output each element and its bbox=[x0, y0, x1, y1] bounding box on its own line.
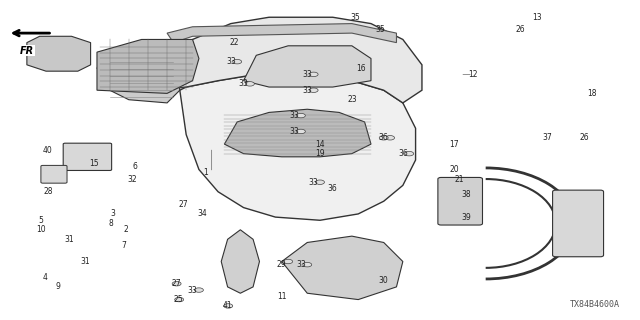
Circle shape bbox=[386, 136, 394, 140]
Text: 29: 29 bbox=[277, 260, 287, 269]
Text: 36: 36 bbox=[398, 149, 408, 158]
Text: 33: 33 bbox=[188, 285, 197, 295]
Polygon shape bbox=[225, 109, 371, 157]
Text: 33: 33 bbox=[308, 178, 319, 187]
Text: 36: 36 bbox=[379, 133, 388, 142]
Text: 26: 26 bbox=[516, 25, 525, 35]
Text: 27: 27 bbox=[172, 279, 181, 288]
FancyBboxPatch shape bbox=[41, 165, 67, 183]
Circle shape bbox=[404, 151, 413, 156]
Polygon shape bbox=[244, 46, 371, 87]
Text: 25: 25 bbox=[173, 295, 183, 304]
Circle shape bbox=[296, 129, 305, 134]
Text: 13: 13 bbox=[532, 13, 541, 22]
Text: 5: 5 bbox=[38, 216, 44, 225]
Text: 39: 39 bbox=[461, 212, 472, 222]
Text: TX84B4600A: TX84B4600A bbox=[570, 300, 620, 309]
Text: 4: 4 bbox=[42, 273, 47, 282]
Text: 17: 17 bbox=[449, 140, 459, 148]
Text: 33: 33 bbox=[302, 86, 312, 95]
Polygon shape bbox=[97, 52, 180, 103]
FancyBboxPatch shape bbox=[438, 178, 483, 225]
Circle shape bbox=[309, 72, 318, 76]
Text: 6: 6 bbox=[132, 162, 138, 171]
Text: 35: 35 bbox=[350, 13, 360, 22]
Text: 11: 11 bbox=[277, 292, 287, 301]
Text: 21: 21 bbox=[454, 174, 463, 184]
Text: 35: 35 bbox=[376, 25, 385, 35]
Polygon shape bbox=[221, 230, 259, 293]
Text: 31: 31 bbox=[81, 257, 90, 266]
Text: 26: 26 bbox=[580, 133, 589, 142]
Polygon shape bbox=[97, 39, 199, 93]
Circle shape bbox=[195, 288, 204, 292]
Text: 33: 33 bbox=[302, 70, 312, 79]
Text: 20: 20 bbox=[449, 165, 459, 174]
Text: 16: 16 bbox=[356, 63, 366, 73]
Circle shape bbox=[316, 180, 324, 184]
Text: 34: 34 bbox=[197, 209, 207, 219]
Text: 28: 28 bbox=[43, 187, 52, 196]
Text: 23: 23 bbox=[347, 95, 356, 104]
Text: 33: 33 bbox=[226, 57, 236, 66]
Text: 8: 8 bbox=[109, 219, 113, 228]
Circle shape bbox=[309, 88, 318, 92]
Text: 10: 10 bbox=[36, 225, 45, 234]
Text: 36: 36 bbox=[328, 184, 338, 193]
Polygon shape bbox=[161, 17, 422, 103]
Polygon shape bbox=[167, 24, 396, 43]
Text: 22: 22 bbox=[229, 38, 239, 47]
Text: 12: 12 bbox=[468, 70, 477, 79]
Polygon shape bbox=[27, 36, 91, 71]
Text: 37: 37 bbox=[543, 133, 552, 142]
Text: 2: 2 bbox=[124, 225, 128, 234]
Text: 33: 33 bbox=[296, 260, 306, 269]
Text: 40: 40 bbox=[42, 146, 52, 155]
Text: 33: 33 bbox=[290, 127, 300, 136]
Text: 27: 27 bbox=[178, 200, 188, 209]
Text: 19: 19 bbox=[315, 149, 325, 158]
Circle shape bbox=[296, 113, 305, 118]
Text: 33: 33 bbox=[290, 111, 300, 120]
Text: 38: 38 bbox=[461, 190, 472, 199]
FancyBboxPatch shape bbox=[63, 143, 111, 171]
Text: FR: FR bbox=[20, 46, 34, 56]
Text: 7: 7 bbox=[122, 241, 126, 250]
Text: 18: 18 bbox=[588, 89, 597, 98]
Text: 9: 9 bbox=[55, 282, 60, 292]
Text: 32: 32 bbox=[127, 174, 137, 184]
Text: 33: 33 bbox=[239, 79, 248, 88]
Text: 41: 41 bbox=[223, 301, 232, 310]
Text: 3: 3 bbox=[111, 209, 115, 219]
Circle shape bbox=[284, 259, 292, 264]
Circle shape bbox=[233, 60, 242, 64]
Text: 15: 15 bbox=[89, 159, 99, 168]
FancyBboxPatch shape bbox=[552, 190, 604, 257]
Text: 31: 31 bbox=[65, 235, 74, 244]
Circle shape bbox=[380, 136, 388, 140]
Circle shape bbox=[303, 262, 312, 267]
Circle shape bbox=[224, 304, 233, 308]
Text: 14: 14 bbox=[315, 140, 325, 148]
Circle shape bbox=[172, 282, 181, 286]
Circle shape bbox=[175, 297, 184, 302]
Text: 1: 1 bbox=[203, 168, 207, 177]
Text: 30: 30 bbox=[379, 276, 388, 285]
Polygon shape bbox=[282, 236, 403, 300]
Circle shape bbox=[246, 82, 254, 86]
Polygon shape bbox=[180, 74, 415, 220]
